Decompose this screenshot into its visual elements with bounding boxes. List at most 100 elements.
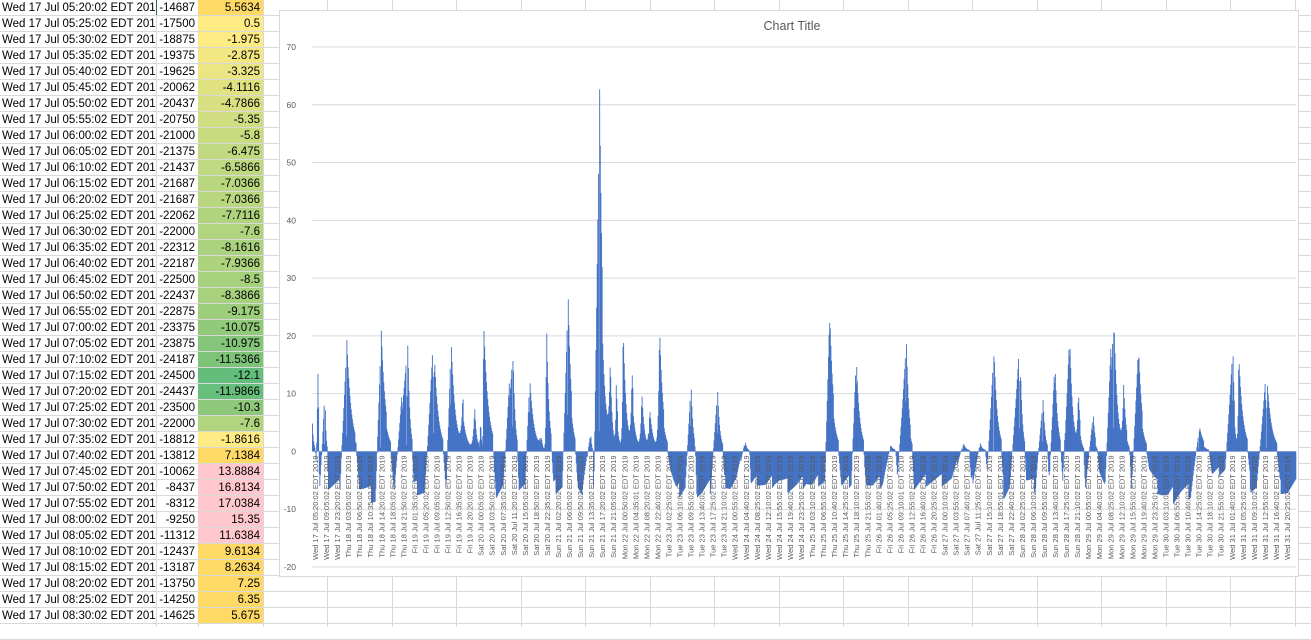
value-cell[interactable]: -21687	[159, 194, 195, 206]
date-cell[interactable]: Wed 17 Jul 07:05:02 EDT 2019	[2, 338, 156, 350]
date-cell[interactable]: Wed 17 Jul 06:40:02 EDT 2019	[2, 258, 156, 270]
table-row[interactable]: Wed 17 Jul 05:30:02 EDT 2019 -18875 -1.975	[0, 32, 263, 48]
delta-cell[interactable]: -12.1	[198, 368, 263, 384]
value-cell[interactable]: -24437	[159, 386, 195, 398]
table-row[interactable]: Wed 17 Jul 06:55:02 EDT 2019 -22875 -9.175	[0, 304, 263, 320]
value-cell[interactable]: -13187	[159, 562, 195, 574]
date-cell[interactable]: Wed 17 Jul 07:45:02 EDT 2019	[2, 466, 156, 478]
date-cell[interactable]: Wed 17 Jul 05:25:02 EDT 2019	[2, 18, 156, 30]
delta-cell[interactable]: -4.1116	[198, 80, 263, 96]
delta-cell[interactable]: -7.6	[198, 416, 263, 432]
date-cell[interactable]: Wed 17 Jul 06:35:02 EDT 2019	[2, 242, 156, 254]
delta-cell[interactable]: -8.3866	[198, 288, 263, 304]
value-cell[interactable]: -21375	[159, 146, 195, 158]
table-row[interactable]: Wed 17 Jul 06:25:02 EDT 2019 -22062 -7.711…	[0, 208, 263, 224]
date-cell[interactable]: Wed 17 Jul 08:00:02 EDT 2019	[2, 514, 156, 526]
table-row[interactable]: Wed 17 Jul 08:20:02 EDT 2019 -13750 7.25	[0, 576, 263, 592]
table-row[interactable]: Wed 17 Jul 06:15:02 EDT 2019 -21687 -7.036…	[0, 176, 263, 192]
delta-cell[interactable]: -10.075	[198, 320, 263, 336]
table-row[interactable]: Wed 17 Jul 07:30:02 EDT 2019 -22000 -7.6	[0, 416, 263, 432]
value-cell[interactable]: -22875	[159, 306, 195, 318]
table-row[interactable]: Wed 17 Jul 06:45:02 EDT 2019 -22500 -8.5	[0, 272, 263, 288]
delta-cell[interactable]: 5.675	[198, 608, 263, 624]
delta-cell[interactable]: 5.5634	[198, 0, 263, 16]
table-row[interactable]: Wed 17 Jul 06:20:02 EDT 2019 -21687 -7.036…	[0, 192, 263, 208]
table-row[interactable]: Wed 17 Jul 06:05:02 EDT 2019 -21375 -6.475	[0, 144, 263, 160]
date-cell[interactable]: Wed 17 Jul 07:55:02 EDT 2019	[2, 498, 156, 510]
value-cell[interactable]: -20437	[159, 98, 195, 110]
table-row[interactable]: Wed 17 Jul 05:50:02 EDT 2019 -20437 -4.786…	[0, 96, 263, 112]
chart-title[interactable]: Chart Title	[764, 19, 821, 33]
date-cell[interactable]: Wed 17 Jul 08:25:02 EDT 2019	[2, 594, 156, 606]
date-cell[interactable]: Wed 17 Jul 07:50:02 EDT 2019	[2, 482, 156, 494]
value-cell[interactable]: -8312	[165, 498, 195, 510]
delta-cell[interactable]: 17.0384	[198, 496, 263, 512]
date-cell[interactable]: Wed 17 Jul 05:30:02 EDT 2019	[2, 34, 156, 46]
value-cell[interactable]: -8437	[165, 482, 195, 494]
delta-cell[interactable]: -11.9866	[198, 384, 263, 400]
date-cell[interactable]: Wed 17 Jul 07:40:02 EDT 2019	[2, 450, 156, 462]
value-cell[interactable]: -18875	[159, 34, 195, 46]
value-cell[interactable]: -19375	[159, 50, 195, 62]
table-row[interactable]: Wed 17 Jul 06:35:02 EDT 2019 -22312 -8.161…	[0, 240, 263, 256]
value-cell[interactable]: -13812	[159, 450, 195, 462]
table-row[interactable]: Wed 17 Jul 06:50:02 EDT 2019 -22437 -8.386…	[0, 288, 263, 304]
value-cell[interactable]: -17500	[159, 18, 195, 30]
delta-cell[interactable]: 15.35	[198, 512, 263, 528]
table-row[interactable]: Wed 17 Jul 07:00:02 EDT 2019 -23375 -10.07…	[0, 320, 263, 336]
delta-cell[interactable]: 0.5	[198, 16, 263, 32]
delta-cell[interactable]: -1.8616	[198, 432, 263, 448]
value-cell[interactable]: -10062	[159, 466, 195, 478]
date-cell[interactable]: Wed 17 Jul 05:20:02 EDT 2019	[2, 2, 156, 14]
delta-cell[interactable]: 7.25	[198, 576, 263, 592]
table-row[interactable]: Wed 17 Jul 06:10:02 EDT 2019 -21437 -6.586…	[0, 160, 263, 176]
value-cell[interactable]: -23500	[159, 402, 195, 414]
table-row[interactable]: Wed 17 Jul 05:20:02 EDT 2019 -14687 5.5634	[0, 0, 263, 16]
value-cell[interactable]: -19625	[159, 66, 195, 78]
date-cell[interactable]: Wed 17 Jul 07:20:02 EDT 2019	[2, 386, 156, 398]
value-cell[interactable]: -18812	[159, 434, 195, 446]
value-cell[interactable]: -14250	[159, 594, 195, 606]
table-row[interactable]: Wed 17 Jul 07:50:02 EDT 2019 -8437 16.8134	[0, 480, 263, 496]
date-cell[interactable]: Wed 17 Jul 05:45:02 EDT 2019	[2, 82, 156, 94]
date-cell[interactable]: Wed 17 Jul 06:50:02 EDT 2019	[2, 290, 156, 302]
value-cell[interactable]: -22000	[159, 226, 195, 238]
table-row[interactable]: Wed 17 Jul 05:45:02 EDT 2019 -20062 -4.111…	[0, 80, 263, 96]
value-cell[interactable]: -13750	[159, 578, 195, 590]
date-cell[interactable]: Wed 17 Jul 05:55:02 EDT 2019	[2, 114, 156, 126]
delta-cell[interactable]: 11.6384	[198, 528, 263, 544]
table-row[interactable]: Wed 17 Jul 06:40:02 EDT 2019 -22187 -7.936…	[0, 256, 263, 272]
delta-cell[interactable]: 6.35	[198, 592, 263, 608]
date-cell[interactable]: Wed 17 Jul 08:20:02 EDT 2019	[2, 578, 156, 590]
table-row[interactable]: Wed 17 Jul 07:05:02 EDT 2019 -23875 -10.97…	[0, 336, 263, 352]
value-cell[interactable]: -22500	[159, 274, 195, 286]
delta-cell[interactable]: -7.0366	[198, 192, 263, 208]
date-cell[interactable]: Wed 17 Jul 07:25:02 EDT 2019	[2, 402, 156, 414]
delta-cell[interactable]: -10.975	[198, 336, 263, 352]
delta-cell[interactable]: -7.6	[198, 224, 263, 240]
value-cell[interactable]: -24500	[159, 370, 195, 382]
value-cell[interactable]: -22312	[159, 242, 195, 254]
delta-cell[interactable]: -6.475	[198, 144, 263, 160]
chart-object[interactable]: Chart Title -20 -10 0 10 20 30 40 50 60 70 Wed 17 …	[279, 10, 1299, 577]
date-cell[interactable]: Wed 17 Jul 06:25:02 EDT 2019	[2, 210, 156, 222]
value-cell[interactable]: -21000	[159, 130, 195, 142]
date-cell[interactable]: Wed 17 Jul 06:30:02 EDT 2019	[2, 226, 156, 238]
delta-cell[interactable]: -7.7116	[198, 208, 263, 224]
value-cell[interactable]: -11312	[160, 530, 195, 542]
date-cell[interactable]: Wed 17 Jul 06:10:02 EDT 2019	[2, 162, 156, 174]
delta-cell[interactable]: 8.2634	[198, 560, 263, 576]
table-row[interactable]: Wed 17 Jul 05:55:02 EDT 2019 -20750 -5.35	[0, 112, 263, 128]
value-cell[interactable]: -24187	[159, 354, 195, 366]
delta-cell[interactable]: -6.5866	[198, 160, 263, 176]
delta-cell[interactable]: -11.5366	[198, 352, 263, 368]
date-cell[interactable]: Wed 17 Jul 08:30:02 EDT 2019	[2, 610, 156, 622]
date-cell[interactable]: Wed 17 Jul 06:00:02 EDT 2019	[2, 130, 156, 142]
table-row[interactable]: Wed 17 Jul 08:30:02 EDT 2019 -14625 5.675	[0, 608, 263, 624]
value-cell[interactable]: -20062	[159, 82, 195, 94]
date-cell[interactable]: Wed 17 Jul 08:15:02 EDT 2019	[2, 562, 156, 574]
table-row[interactable]: Wed 17 Jul 08:25:02 EDT 2019 -14250 6.35	[0, 592, 263, 608]
delta-cell[interactable]: -10.3	[198, 400, 263, 416]
table-row[interactable]: Wed 17 Jul 05:25:02 EDT 2019 -17500 0.5	[0, 16, 263, 32]
table-row[interactable]: Wed 17 Jul 08:00:02 EDT 2019 -9250 15.35	[0, 512, 263, 528]
